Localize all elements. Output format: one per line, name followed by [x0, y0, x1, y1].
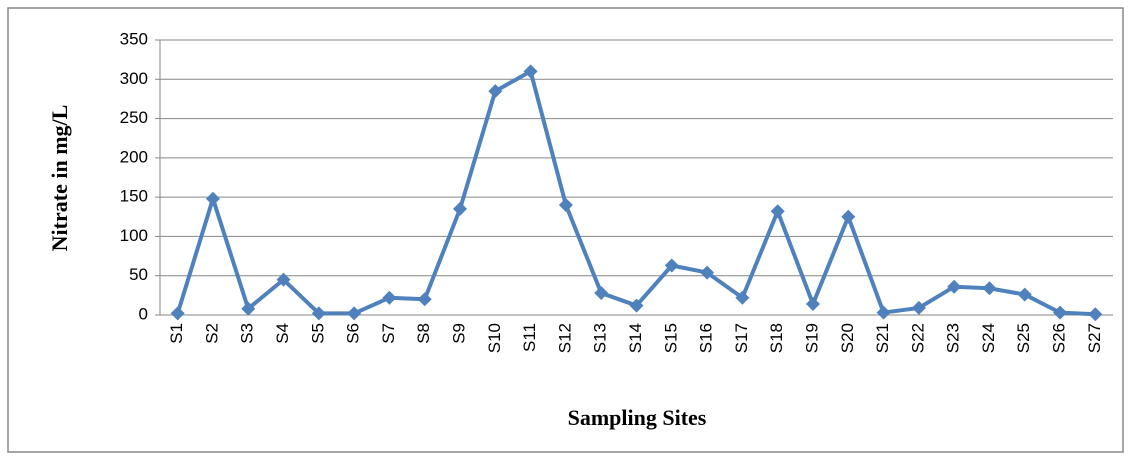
marker — [1088, 307, 1103, 322]
marker — [241, 301, 256, 316]
x-tick-label: S1 — [167, 323, 186, 344]
marker — [664, 258, 679, 273]
marker — [205, 191, 220, 206]
x-tick-label: S10 — [485, 323, 504, 353]
marker — [700, 265, 715, 280]
x-tick-label: S6 — [344, 323, 363, 344]
marker — [558, 198, 573, 212]
marker — [876, 305, 891, 320]
marker — [982, 281, 997, 296]
x-tick-label: S20 — [838, 323, 857, 353]
x-axis-title: Sampling Sites — [568, 405, 707, 430]
marker — [417, 292, 432, 307]
y-tick-label: 0 — [139, 304, 148, 323]
marker — [805, 297, 820, 311]
marker — [488, 84, 503, 99]
marker — [311, 306, 326, 321]
x-tick-label: S9 — [450, 323, 469, 344]
marker — [841, 209, 856, 224]
x-tick-label: S11 — [520, 323, 539, 352]
x-tick-label: S24 — [979, 323, 998, 353]
x-tick-label: S27 — [1085, 323, 1104, 353]
x-tick-label: S7 — [379, 323, 398, 344]
chart-frame — [7, 7, 1124, 453]
x-tick-label: S21 — [873, 323, 892, 353]
marker — [594, 286, 609, 300]
y-axis-title: Nitrate in mg/L — [47, 105, 72, 252]
x-tick-label: S19 — [802, 323, 821, 353]
marker — [911, 300, 926, 315]
marker — [629, 298, 644, 313]
y-tick-label: 200 — [120, 147, 148, 166]
x-tick-label: S23 — [944, 323, 963, 353]
marker — [382, 290, 397, 305]
marker — [735, 290, 750, 305]
x-tick-label: S15 — [661, 323, 680, 353]
x-tick-label: S17 — [732, 323, 751, 353]
y-tick-label: 250 — [120, 108, 148, 127]
marker — [1017, 287, 1032, 302]
x-tick-label: S3 — [238, 323, 257, 344]
x-tick-label: S14 — [626, 323, 645, 353]
y-tick-label: 150 — [120, 187, 148, 206]
x-tick-label: S26 — [1050, 323, 1069, 353]
marker — [770, 204, 785, 219]
marker — [453, 201, 468, 216]
x-tick-label: S25 — [1014, 323, 1033, 353]
x-tick-label: S12 — [555, 323, 574, 353]
x-tick-label: S2 — [202, 323, 221, 344]
marker — [523, 64, 538, 79]
y-tick-label: 100 — [120, 226, 148, 245]
x-tick-label: S8 — [414, 323, 433, 344]
marker — [947, 279, 962, 294]
marker — [1053, 305, 1068, 320]
y-tick-label: 50 — [129, 265, 148, 284]
marker — [347, 306, 362, 321]
x-tick-label: S13 — [591, 323, 610, 353]
x-tick-label: S18 — [767, 323, 786, 353]
y-tick-label: 300 — [120, 69, 148, 88]
x-tick-label: S16 — [697, 323, 716, 353]
x-tick-label: S4 — [273, 323, 292, 344]
y-tick-label: 350 — [120, 29, 148, 48]
marker — [276, 272, 291, 287]
marker — [170, 306, 185, 321]
x-tick-label: S5 — [308, 323, 327, 344]
x-tick-label: S22 — [908, 323, 927, 353]
